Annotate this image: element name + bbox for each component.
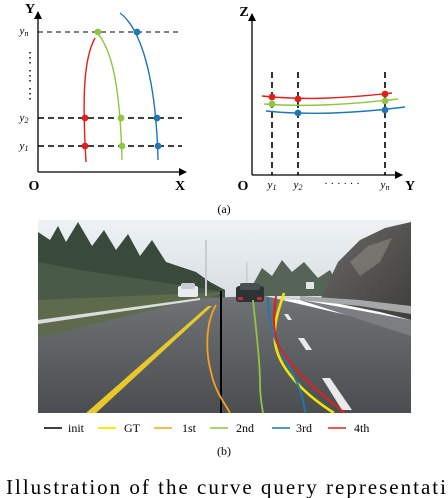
left-tick-yn: yn <box>19 25 29 38</box>
lane-3rd <box>267 297 306 413</box>
rock-highlight <box>350 238 392 276</box>
lane-gt <box>273 292 335 413</box>
right-dots: · · · · · · <box>324 178 360 190</box>
legend-label-4th: 4th <box>354 421 369 435</box>
zpoint-green-yn <box>381 97 389 105</box>
point-red-y1 <box>81 142 89 150</box>
point-green-y1 <box>118 142 126 150</box>
lamp-1 <box>205 240 207 296</box>
zpoint-red-y2 <box>294 95 302 103</box>
right-z-axis-label: Z <box>239 5 248 20</box>
zpoint-green-y1 <box>268 100 276 108</box>
right-tick-y2: y2 <box>293 179 303 192</box>
body-text: Illustration of the curve query represen… <box>6 475 448 498</box>
legend-label-init: init <box>68 421 85 435</box>
lamp-2 <box>246 262 248 296</box>
shoulder-right <box>280 296 411 336</box>
legend-label-gt: GT <box>124 421 141 435</box>
car-center <box>236 283 264 302</box>
zpoint-red-yn <box>381 90 389 98</box>
lane-2nd <box>252 299 264 413</box>
legend-label-2nd: 2nd <box>236 421 254 435</box>
right-tick-y1: y1 <box>267 179 277 192</box>
left-tick-y1: y1 <box>19 140 29 153</box>
white-dash-1 <box>322 378 352 410</box>
caption-b: (b) <box>217 444 231 458</box>
legend: init GT 1st 2nd 3rd 4th <box>44 421 369 435</box>
white-dash-2 <box>298 338 312 350</box>
right-y-axis-label: Y <box>405 179 415 194</box>
left-origin-label: O <box>29 179 40 194</box>
point-red-y2 <box>81 114 89 122</box>
lane-1st <box>206 304 231 413</box>
yellow-line-left <box>86 306 212 413</box>
forest-right <box>250 260 340 296</box>
curve-blue <box>119 12 159 161</box>
right-origin-label: O <box>238 179 249 194</box>
left-ellipsis-3: ⋮ <box>23 87 37 102</box>
point-blue-y2 <box>153 114 161 122</box>
point-green-y2 <box>117 114 125 122</box>
left-tick-y2: y2 <box>19 112 29 125</box>
point-green-yn <box>94 28 102 36</box>
guardrail-right <box>300 296 411 314</box>
left-y-axis-label: Y <box>25 2 35 17</box>
panel-b-photo <box>38 220 411 413</box>
panel-a-right: Z O y1 y2 · · · · · · yn Y <box>238 5 416 194</box>
lane-4th <box>273 295 346 413</box>
curve-red <box>83 37 96 163</box>
left-ellipsis-2: ⋮ <box>23 69 37 84</box>
truck-far <box>306 282 314 289</box>
zpoint-blue-y2 <box>294 109 302 117</box>
white-dash-3 <box>284 314 292 320</box>
left-ellipsis: ⋮ <box>23 51 37 66</box>
point-blue-yn <box>133 28 141 36</box>
panel-a-left: Y X O yn ⋮ ⋮ ⋮ y2 y1 <box>19 2 187 194</box>
zcurve-red <box>261 92 393 100</box>
left-x-axis-label: X <box>175 179 185 194</box>
caption-a: (a) <box>217 202 230 216</box>
zpoint-red-y1 <box>268 93 276 101</box>
car-left <box>178 283 198 297</box>
lane-dash-left <box>38 298 200 324</box>
legend-label-3rd: 3rd <box>296 421 312 435</box>
point-blue-y1 <box>154 142 162 150</box>
right-tick-yn: yn <box>380 179 390 192</box>
zcurve-green <box>263 98 399 107</box>
zpoint-blue-yn <box>381 106 389 114</box>
curve-green <box>94 29 123 161</box>
road <box>38 296 411 413</box>
legend-label-1st: 1st <box>182 421 197 435</box>
